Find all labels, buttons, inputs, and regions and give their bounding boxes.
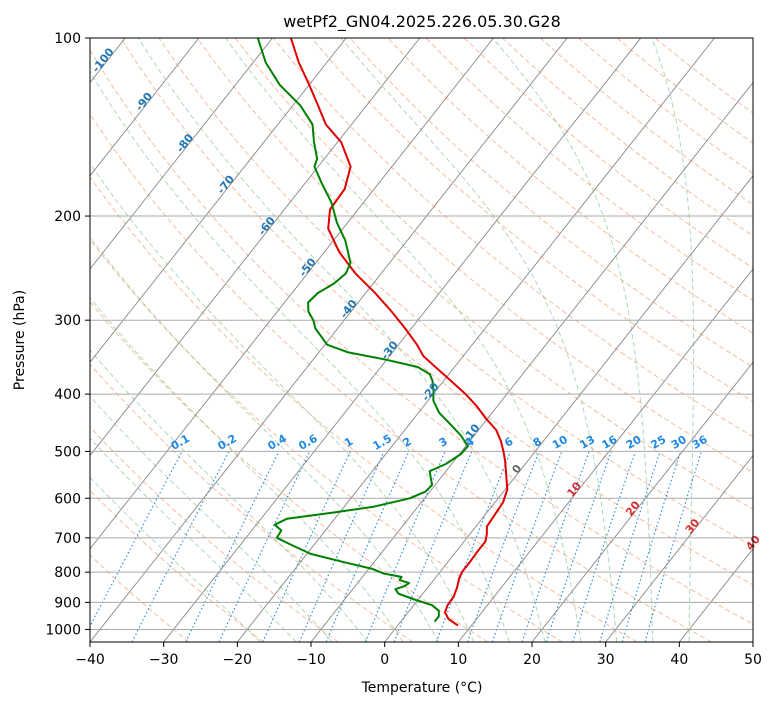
mixing-ratio-line: [90, 451, 183, 628]
dry-adiabat: [90, 238, 563, 642]
x-tick-label: 10: [449, 652, 467, 668]
x-tick-label: −30: [149, 652, 179, 668]
isotherm-line: [90, 38, 200, 177]
isotherm-line: [384, 175, 753, 642]
moist-adiabat: [137, 38, 546, 642]
dry-adiabat: [425, 38, 753, 301]
y-tick-label: 900: [54, 595, 81, 611]
pressure-gridlines: [90, 38, 753, 630]
dry-adiabat: [90, 489, 264, 642]
plot-frame: [89, 37, 754, 643]
moist-adiabat: [340, 38, 618, 642]
mixing-ratio-line: [364, 451, 446, 642]
x-tick-label: 50: [744, 652, 762, 668]
mixing-ratio-line: [572, 451, 637, 642]
dry-adiabat: [90, 426, 339, 642]
y-tick-label: 200: [54, 209, 81, 225]
mixing-ratio-line: [298, 451, 385, 642]
dry-adiabat: [90, 49, 753, 625]
y-axis-title: Pressure (hPa): [12, 290, 28, 390]
dry-adiabat: [273, 38, 753, 438]
isotherm-line: [90, 38, 421, 457]
dry-adiabat: [90, 113, 712, 642]
mixing-ratio-line: [521, 451, 590, 642]
mixing-ratio-line: [466, 451, 540, 642]
x-tick-label: −10: [296, 652, 326, 668]
isotherm-line: [605, 454, 753, 642]
isotherm-line: [90, 38, 273, 270]
y-tick-label: 700: [54, 531, 81, 547]
isotherm-line: [90, 38, 494, 550]
isotherm-line: [236, 38, 715, 642]
temperature-profile: [289, 38, 509, 627]
isotherm-line: [310, 81, 753, 642]
x-tick-label: −20: [223, 652, 253, 668]
mixing-ratio-line: [621, 451, 682, 642]
x-tick-label: 20: [523, 652, 541, 668]
y-tick-label: 1000: [45, 622, 81, 638]
moist-adiabat: [225, 38, 582, 642]
x-tick-label: 0: [380, 652, 389, 668]
y-tick-label: 600: [54, 491, 81, 507]
moist-adiabat: [90, 70, 510, 642]
mixing-ratio-line: [599, 451, 661, 642]
moist-adiabat: [90, 395, 333, 642]
dry-adiabat: [196, 38, 753, 510]
mixing-ratio-line: [435, 451, 512, 642]
isotherm-line: [90, 38, 568, 642]
moist-adiabat: [492, 38, 654, 642]
moist-adiabat: [651, 38, 695, 642]
y-axis: 100 200 300 400 500 600 700 800 900 1000: [45, 31, 90, 638]
y-tick-label: 500: [54, 444, 81, 460]
y-tick-label: 100: [54, 31, 81, 47]
mixing-ratio-line: [491, 451, 563, 642]
chart-title: wetPf2_GN04.2025.226.05.30.G28: [283, 12, 561, 32]
dry-adiabat: [90, 363, 414, 642]
x-axis-title: Temperature (°C): [361, 680, 483, 696]
x-tick-label: 30: [597, 652, 615, 668]
x-axis: −40 −30 −20 −10 0 10 20 30 40 50: [75, 642, 762, 668]
isotherm-line: [457, 268, 753, 642]
dry-adiabat: [158, 38, 753, 548]
isotherm-line: [90, 38, 347, 363]
profile-lines: [256, 38, 509, 627]
y-tick-label: 300: [54, 313, 81, 329]
dry-adiabat: [311, 38, 753, 403]
moist-adiabat: [90, 162, 475, 642]
dry-adiabat: [120, 38, 753, 586]
dry-adiabat: [90, 176, 638, 642]
y-tick-label: 400: [54, 387, 81, 403]
moist-adiabat: [90, 236, 439, 642]
x-tick-label: 40: [670, 652, 688, 668]
moist-adiabat: [90, 437, 297, 642]
y-tick-label: 800: [54, 565, 81, 581]
dewpoint-profile: [256, 38, 469, 623]
x-tick-label: −40: [75, 652, 105, 668]
dry-adiabat: [90, 554, 190, 642]
mixing-ratio-line: [325, 451, 410, 642]
isotherm-line: [163, 38, 642, 642]
dry-adiabat: [90, 300, 488, 642]
isotherm-line: [531, 361, 753, 642]
mixing-ratio-line: [545, 451, 612, 642]
